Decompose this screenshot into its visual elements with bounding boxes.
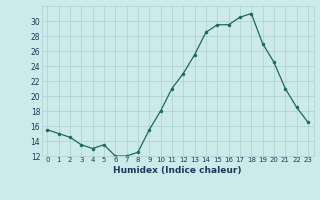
X-axis label: Humidex (Indice chaleur): Humidex (Indice chaleur) (113, 166, 242, 175)
